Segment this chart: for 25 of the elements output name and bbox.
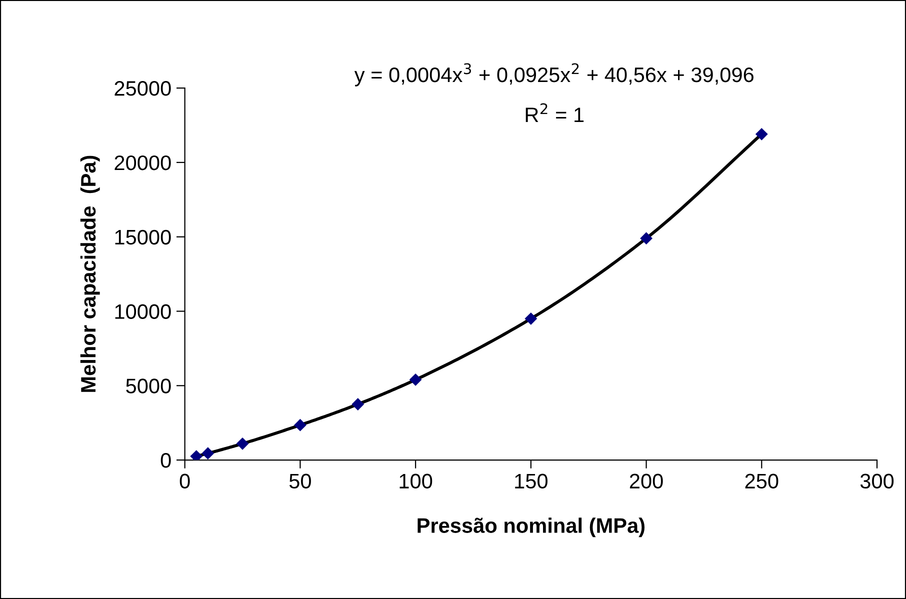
- point: [294, 418, 306, 432]
- point: [524, 312, 538, 325]
- x-tick-label: 50: [289, 474, 311, 489]
- x-tick-label: 200: [630, 474, 663, 489]
- x-tick-label: 150: [515, 474, 548, 489]
- x-tick-label: 250: [745, 474, 778, 489]
- point: [352, 398, 364, 410]
- x-tick-label: 0: [180, 474, 190, 489]
- point: [409, 373, 422, 386]
- y-tick-label: 20000: [114, 155, 171, 170]
- x-tick-label: 100: [400, 474, 432, 489]
- y-tick-label: 0: [160, 453, 171, 468]
- y-tick-label: 10000: [115, 304, 171, 319]
- point: [755, 128, 768, 140]
- y-tick-label: 25000: [114, 81, 171, 96]
- x-axis-title: Pressão nominal (MPa): [418, 518, 644, 538]
- annotation: R$^{2}$ = 1: [526, 103, 584, 122]
- y-tick-label: 5000: [126, 378, 171, 394]
- x-tick-label: 300: [860, 474, 894, 489]
- y-tick-label: 15000: [115, 230, 171, 245]
- point: [202, 447, 214, 460]
- point: [236, 437, 249, 450]
- point: [640, 232, 652, 245]
- y-axis-title: Melhor capacidade (Pa): [80, 156, 100, 392]
- text: y = 0,0004x$^{3}$ + 0,0925x$^{2}$ + 40,56x + 39,096: [354, 63, 754, 86]
